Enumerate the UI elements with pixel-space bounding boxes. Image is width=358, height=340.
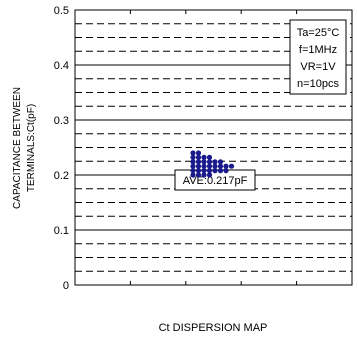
data-point <box>201 172 207 178</box>
y-axis-label-line-1: CAPACITANCE BETWEEN <box>12 87 23 209</box>
average-annotation-text: AVE:0.217pF <box>183 175 248 187</box>
data-point <box>195 159 202 165</box>
y-tick-label: 0.1 <box>54 225 69 237</box>
data-point <box>195 163 202 169</box>
data-point <box>217 159 224 165</box>
data-point <box>206 159 213 165</box>
y-tick-label: 0.5 <box>54 5 69 17</box>
data-point <box>190 168 196 174</box>
data-points <box>190 150 235 178</box>
data-point <box>212 168 218 174</box>
data-point <box>206 168 213 174</box>
chart-grid <box>75 10 352 285</box>
data-point <box>206 172 213 178</box>
data-point <box>201 154 207 160</box>
data-point <box>206 163 213 169</box>
conditions-legend: Ta=25°C f=1MHz VR=1V n=10pcs <box>289 19 347 95</box>
y-tick-label: 0.3 <box>54 115 69 127</box>
data-point <box>217 168 224 174</box>
data-point <box>190 150 196 156</box>
data-point <box>201 163 207 169</box>
plot-area-frame <box>74 9 353 286</box>
data-point <box>217 163 224 169</box>
data-point <box>206 154 213 160</box>
x-axis-label: Ct DISPERSION MAP <box>159 322 268 334</box>
data-point <box>201 159 207 165</box>
condition-n: n=10pcs <box>297 78 339 90</box>
y-axis-label: CAPACITANCE BETWEEN TERMINALS:Ct(pF) <box>12 87 37 209</box>
y-tick-label: 0 <box>63 280 69 292</box>
data-point <box>190 172 196 178</box>
condition-vr: VR=1V <box>300 61 336 73</box>
data-point <box>223 163 229 169</box>
y-tick-label: 0.2 <box>54 170 69 182</box>
data-point <box>195 150 202 156</box>
y-axis-label-line-2: TERMINALS:Ct(pF) <box>26 104 37 192</box>
data-point <box>223 168 229 174</box>
data-point <box>201 168 207 174</box>
condition-f: f=1MHz <box>299 44 337 56</box>
data-point <box>195 172 202 178</box>
conditions-box-frame <box>289 19 347 95</box>
data-point <box>195 154 202 160</box>
data-point <box>190 163 196 169</box>
data-point <box>212 163 218 169</box>
data-point <box>228 163 235 169</box>
condition-ta: Ta=25°C <box>297 27 340 39</box>
data-point <box>195 168 202 174</box>
y-axis-ticks: 0 0.1 0.2 0.3 0.4 0.5 <box>54 5 69 292</box>
data-point <box>212 159 218 165</box>
data-point <box>190 154 196 160</box>
y-tick-label: 0.4 <box>54 60 69 72</box>
data-point <box>190 159 196 165</box>
